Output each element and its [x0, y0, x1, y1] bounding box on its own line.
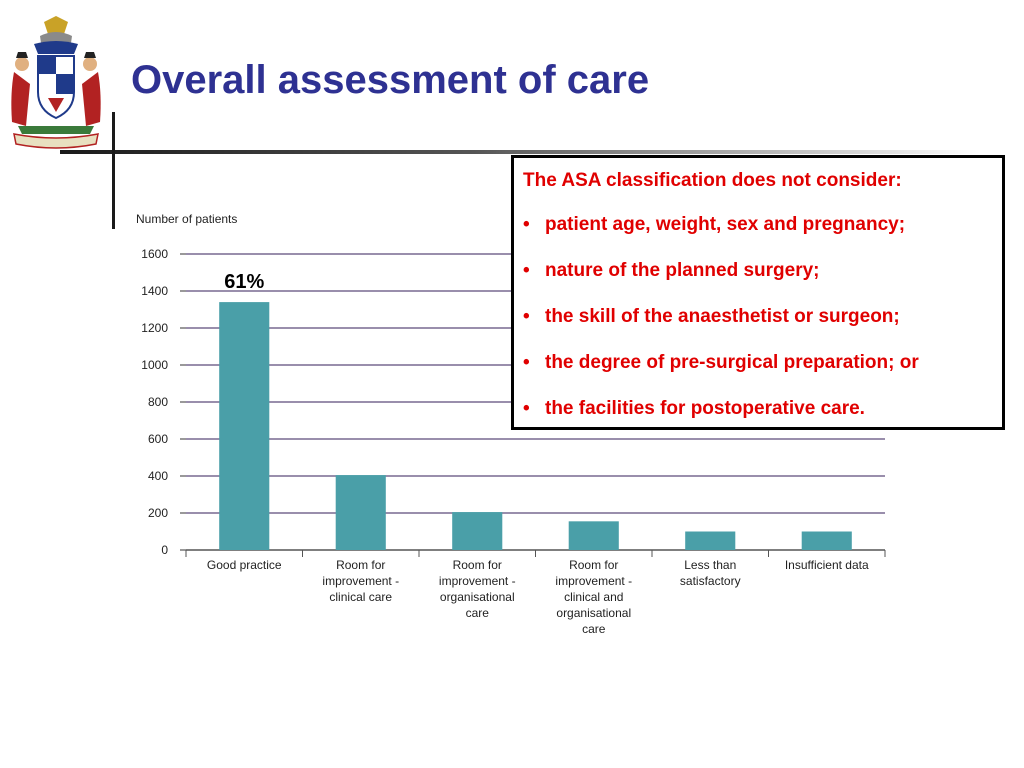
- coat-of-arms-icon: [11, 16, 101, 149]
- callout-item: • the degree of pre-surgical preparation;…: [523, 352, 919, 374]
- callout-item-text: the facilities for postoperative care.: [545, 398, 865, 419]
- callout-item-text: patient age, weight, sex and pregnancy;: [545, 214, 906, 235]
- x-tick-label: Good practice: [207, 558, 282, 572]
- x-tick-label: Insufficient data: [785, 558, 869, 572]
- title-divider-line: [60, 150, 980, 154]
- y-tick-label: 1600: [141, 247, 168, 261]
- bar-1: [219, 302, 270, 550]
- y-axis-label: Number of patients: [136, 212, 237, 226]
- y-tick-label: 800: [148, 395, 168, 409]
- y-tick-label: 0: [161, 543, 168, 557]
- y-tick-label: 400: [148, 469, 168, 483]
- x-tick-label: Less than: [684, 558, 736, 572]
- title-vertical-line: [112, 112, 115, 229]
- y-tick-label: 600: [148, 432, 168, 446]
- y-tick-label: 1000: [141, 358, 168, 372]
- x-tick-label: care: [582, 622, 606, 636]
- x-tick-label: organisational: [440, 590, 515, 604]
- callout-item: • the skill of the anaesthetist or surgeo…: [523, 306, 900, 328]
- x-tick-label: Room for: [569, 558, 618, 572]
- bar-3: [452, 512, 503, 550]
- x-tick-label: improvement -: [555, 574, 632, 588]
- bullet-icon: •: [523, 352, 530, 373]
- callout-heading: The ASA classification does not consider…: [523, 170, 902, 191]
- bullet-icon: •: [523, 214, 530, 235]
- callout-item: • nature of the planned surgery;: [523, 260, 819, 282]
- callout-item: • the facilities for postoperative care.: [523, 398, 865, 420]
- callout-item-text: the degree of pre-surgical preparation; …: [545, 352, 919, 373]
- y-tick-label: 1200: [141, 321, 168, 335]
- slide-title: Overall assessment of care: [131, 58, 650, 102]
- x-tick-label: clinical and: [564, 590, 623, 604]
- bullet-icon: •: [523, 260, 530, 281]
- data-label-percentage: 61%: [224, 271, 264, 293]
- x-tick-label: Room for: [453, 558, 502, 572]
- x-tick-label: satisfactory: [680, 574, 741, 588]
- callout-item-text: nature of the planned surgery;: [545, 260, 820, 281]
- x-tick-label: improvement -: [322, 574, 399, 588]
- x-tick-label: clinical care: [329, 590, 392, 604]
- coat-of-arms-logo: [4, 14, 108, 152]
- callout-item-text: the skill of the anaesthetist or surgeon…: [545, 306, 900, 327]
- y-tick-label: 200: [148, 506, 168, 520]
- bar-4: [568, 521, 619, 550]
- x-tick-label: Room for: [336, 558, 385, 572]
- x-tick-label: care: [466, 606, 490, 620]
- y-tick-label: 1400: [141, 284, 168, 298]
- bullet-icon: •: [523, 306, 530, 327]
- callout-item: • patient age, weight, sex and pregnancy;: [523, 214, 905, 236]
- x-tick-label: organisational: [556, 606, 631, 620]
- bar-5: [685, 531, 736, 550]
- bullet-icon: •: [523, 398, 530, 419]
- bar-2: [335, 475, 386, 550]
- bar-6: [801, 531, 852, 550]
- x-tick-label: improvement -: [439, 574, 516, 588]
- asa-callout-box: The ASA classification does not consider…: [511, 155, 1005, 430]
